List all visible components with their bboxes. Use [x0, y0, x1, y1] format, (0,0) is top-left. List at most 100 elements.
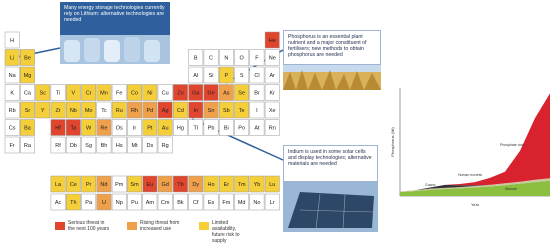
element-symbol: He: [269, 38, 276, 44]
legend-label: Limitedavailability,future risk tosupply: [212, 220, 240, 243]
solar-image: [283, 182, 378, 232]
element-symbol: Pt: [147, 126, 153, 132]
element-symbol: Pb: [208, 126, 215, 132]
element-symbol: Tm: [238, 182, 246, 188]
element-symbol: Db: [70, 143, 77, 149]
indium-callout: Indium is used in some solar cells and d…: [283, 145, 378, 182]
element-symbol: W: [86, 126, 92, 132]
element-symbol: Si: [209, 73, 214, 79]
element-symbol: Ba: [24, 126, 32, 132]
element-symbol: Gd: [161, 182, 168, 188]
element-symbol: At: [254, 126, 260, 132]
element-symbol: Y: [41, 108, 45, 114]
element-symbol: Fe: [116, 91, 122, 97]
element-symbol: Ge: [207, 91, 214, 97]
element-symbol: Dy: [192, 182, 199, 188]
element-symbol: Te: [239, 108, 245, 114]
legend-label: Serious threat inthe next 100 years: [68, 220, 110, 232]
element-symbol: Ho: [208, 182, 215, 188]
element-symbol: Li: [10, 56, 14, 62]
element-symbol: Lu: [269, 182, 275, 188]
phosphorus-callout: Phosphorus is an essential plant nutrien…: [283, 30, 381, 65]
element-symbol: Po: [238, 126, 245, 132]
element-symbol: Na: [9, 73, 17, 79]
element-symbol: Kr: [270, 91, 276, 97]
element-symbol: As: [223, 91, 230, 97]
element-symbol: Cm: [161, 200, 170, 206]
element-symbol: Nd: [100, 182, 107, 188]
element-symbol: Np: [116, 200, 123, 206]
legend-label: Rising threat fromincreased use: [140, 220, 179, 232]
element-symbol: Rg: [162, 143, 169, 149]
element-symbol: Br: [254, 91, 260, 97]
element-symbol: Ar: [270, 73, 276, 79]
element-symbol: Tl: [193, 126, 198, 132]
element-symbol: P: [225, 73, 229, 79]
element-symbol: Mn: [100, 91, 108, 97]
element-symbol: Hg: [177, 126, 184, 132]
element-symbol: O: [240, 56, 245, 62]
element-symbol: Th: [70, 200, 76, 206]
element-symbol: Ce: [70, 182, 77, 188]
element-symbol: Pm: [115, 182, 124, 188]
element-symbol: Fr: [10, 143, 15, 149]
element-symbol: Cd: [177, 108, 184, 114]
element-symbol: Pr: [86, 182, 92, 188]
element-symbol: Mt: [131, 143, 138, 149]
element-symbol: No: [253, 200, 260, 206]
element-symbol: Mo: [85, 108, 93, 114]
element-symbol: Cf: [193, 200, 199, 206]
element-symbol: Tb: [177, 182, 183, 188]
element-symbol: Sn: [208, 108, 215, 114]
element-symbol: Mg: [24, 73, 32, 79]
element-symbol: Au: [162, 126, 169, 132]
element-symbol: U: [102, 200, 106, 206]
element-symbol: Ne: [269, 56, 276, 62]
element-symbol: Rf: [55, 143, 61, 149]
element-symbol: Eu: [146, 182, 153, 188]
lithium-callout: Many energy storage technologies current…: [60, 2, 170, 35]
element-symbol: Nb: [70, 108, 77, 114]
element-symbol: B: [194, 56, 198, 62]
element-symbol: Hf: [55, 126, 61, 132]
element-symbol: Zr: [55, 108, 60, 114]
infographic: HHeLiBeBCNOFNeNaMgAlSiPSClArKCaScTiVCrMn…: [0, 0, 554, 243]
legend-swatch: [127, 222, 137, 230]
element-symbol: Re: [100, 126, 107, 132]
element-symbol: In: [193, 108, 198, 114]
element-symbol: Pa: [85, 200, 93, 206]
element-symbol: Ra: [24, 143, 32, 149]
element-symbol: Sg: [85, 143, 92, 149]
element-symbol: Pd: [146, 108, 153, 114]
element-symbol: Pu: [131, 200, 138, 206]
element-symbol: Ga: [192, 91, 200, 97]
element-symbol: K: [10, 91, 14, 97]
element-symbol: Ir: [133, 126, 137, 132]
element-symbol: S: [240, 73, 244, 79]
element-symbol: Co: [131, 91, 138, 97]
element-symbol: Sm: [130, 182, 139, 188]
series-label: Guano: [425, 183, 436, 187]
element-symbol: Zn: [177, 91, 183, 97]
wheat-image: [283, 64, 381, 90]
element-symbol: Xe: [269, 108, 276, 114]
element-symbol: Ca: [24, 91, 32, 97]
element-symbol: Be: [24, 56, 31, 62]
element-symbol: Al: [193, 73, 198, 79]
element-symbol: Bh: [101, 143, 108, 149]
element-symbol: La: [55, 182, 62, 188]
element-symbol: Rh: [131, 108, 138, 114]
page: HHeLiBeBCNOFNeNaMgAlSiPSClArKCaScTiVCrMn…: [0, 0, 554, 243]
element-symbol: Fm: [222, 200, 230, 206]
element-symbol: Ag: [162, 108, 169, 114]
x-axis-label: Year: [471, 202, 480, 207]
element-symbol: Ds: [146, 143, 153, 149]
element-symbol: Rb: [9, 108, 16, 114]
element-symbol: Cl: [254, 73, 259, 79]
series-label: Phosphate rock: [500, 143, 525, 147]
element-symbol: Sr: [25, 108, 31, 114]
element-symbol: Am: [146, 200, 155, 206]
element-symbol: Bk: [177, 200, 184, 206]
element-symbol: Md: [238, 200, 246, 206]
element-symbol: N: [224, 56, 228, 62]
